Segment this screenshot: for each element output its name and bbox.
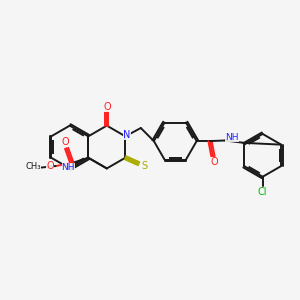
Text: Cl: Cl — [258, 187, 267, 196]
Text: S: S — [142, 161, 148, 171]
Text: O: O — [61, 137, 69, 147]
Text: CH₃: CH₃ — [26, 162, 41, 171]
Text: O: O — [210, 158, 218, 167]
Text: NH: NH — [225, 133, 239, 142]
Text: O: O — [46, 161, 54, 171]
Text: O: O — [103, 102, 111, 112]
Text: N: N — [123, 130, 131, 140]
Text: NH: NH — [61, 163, 75, 172]
